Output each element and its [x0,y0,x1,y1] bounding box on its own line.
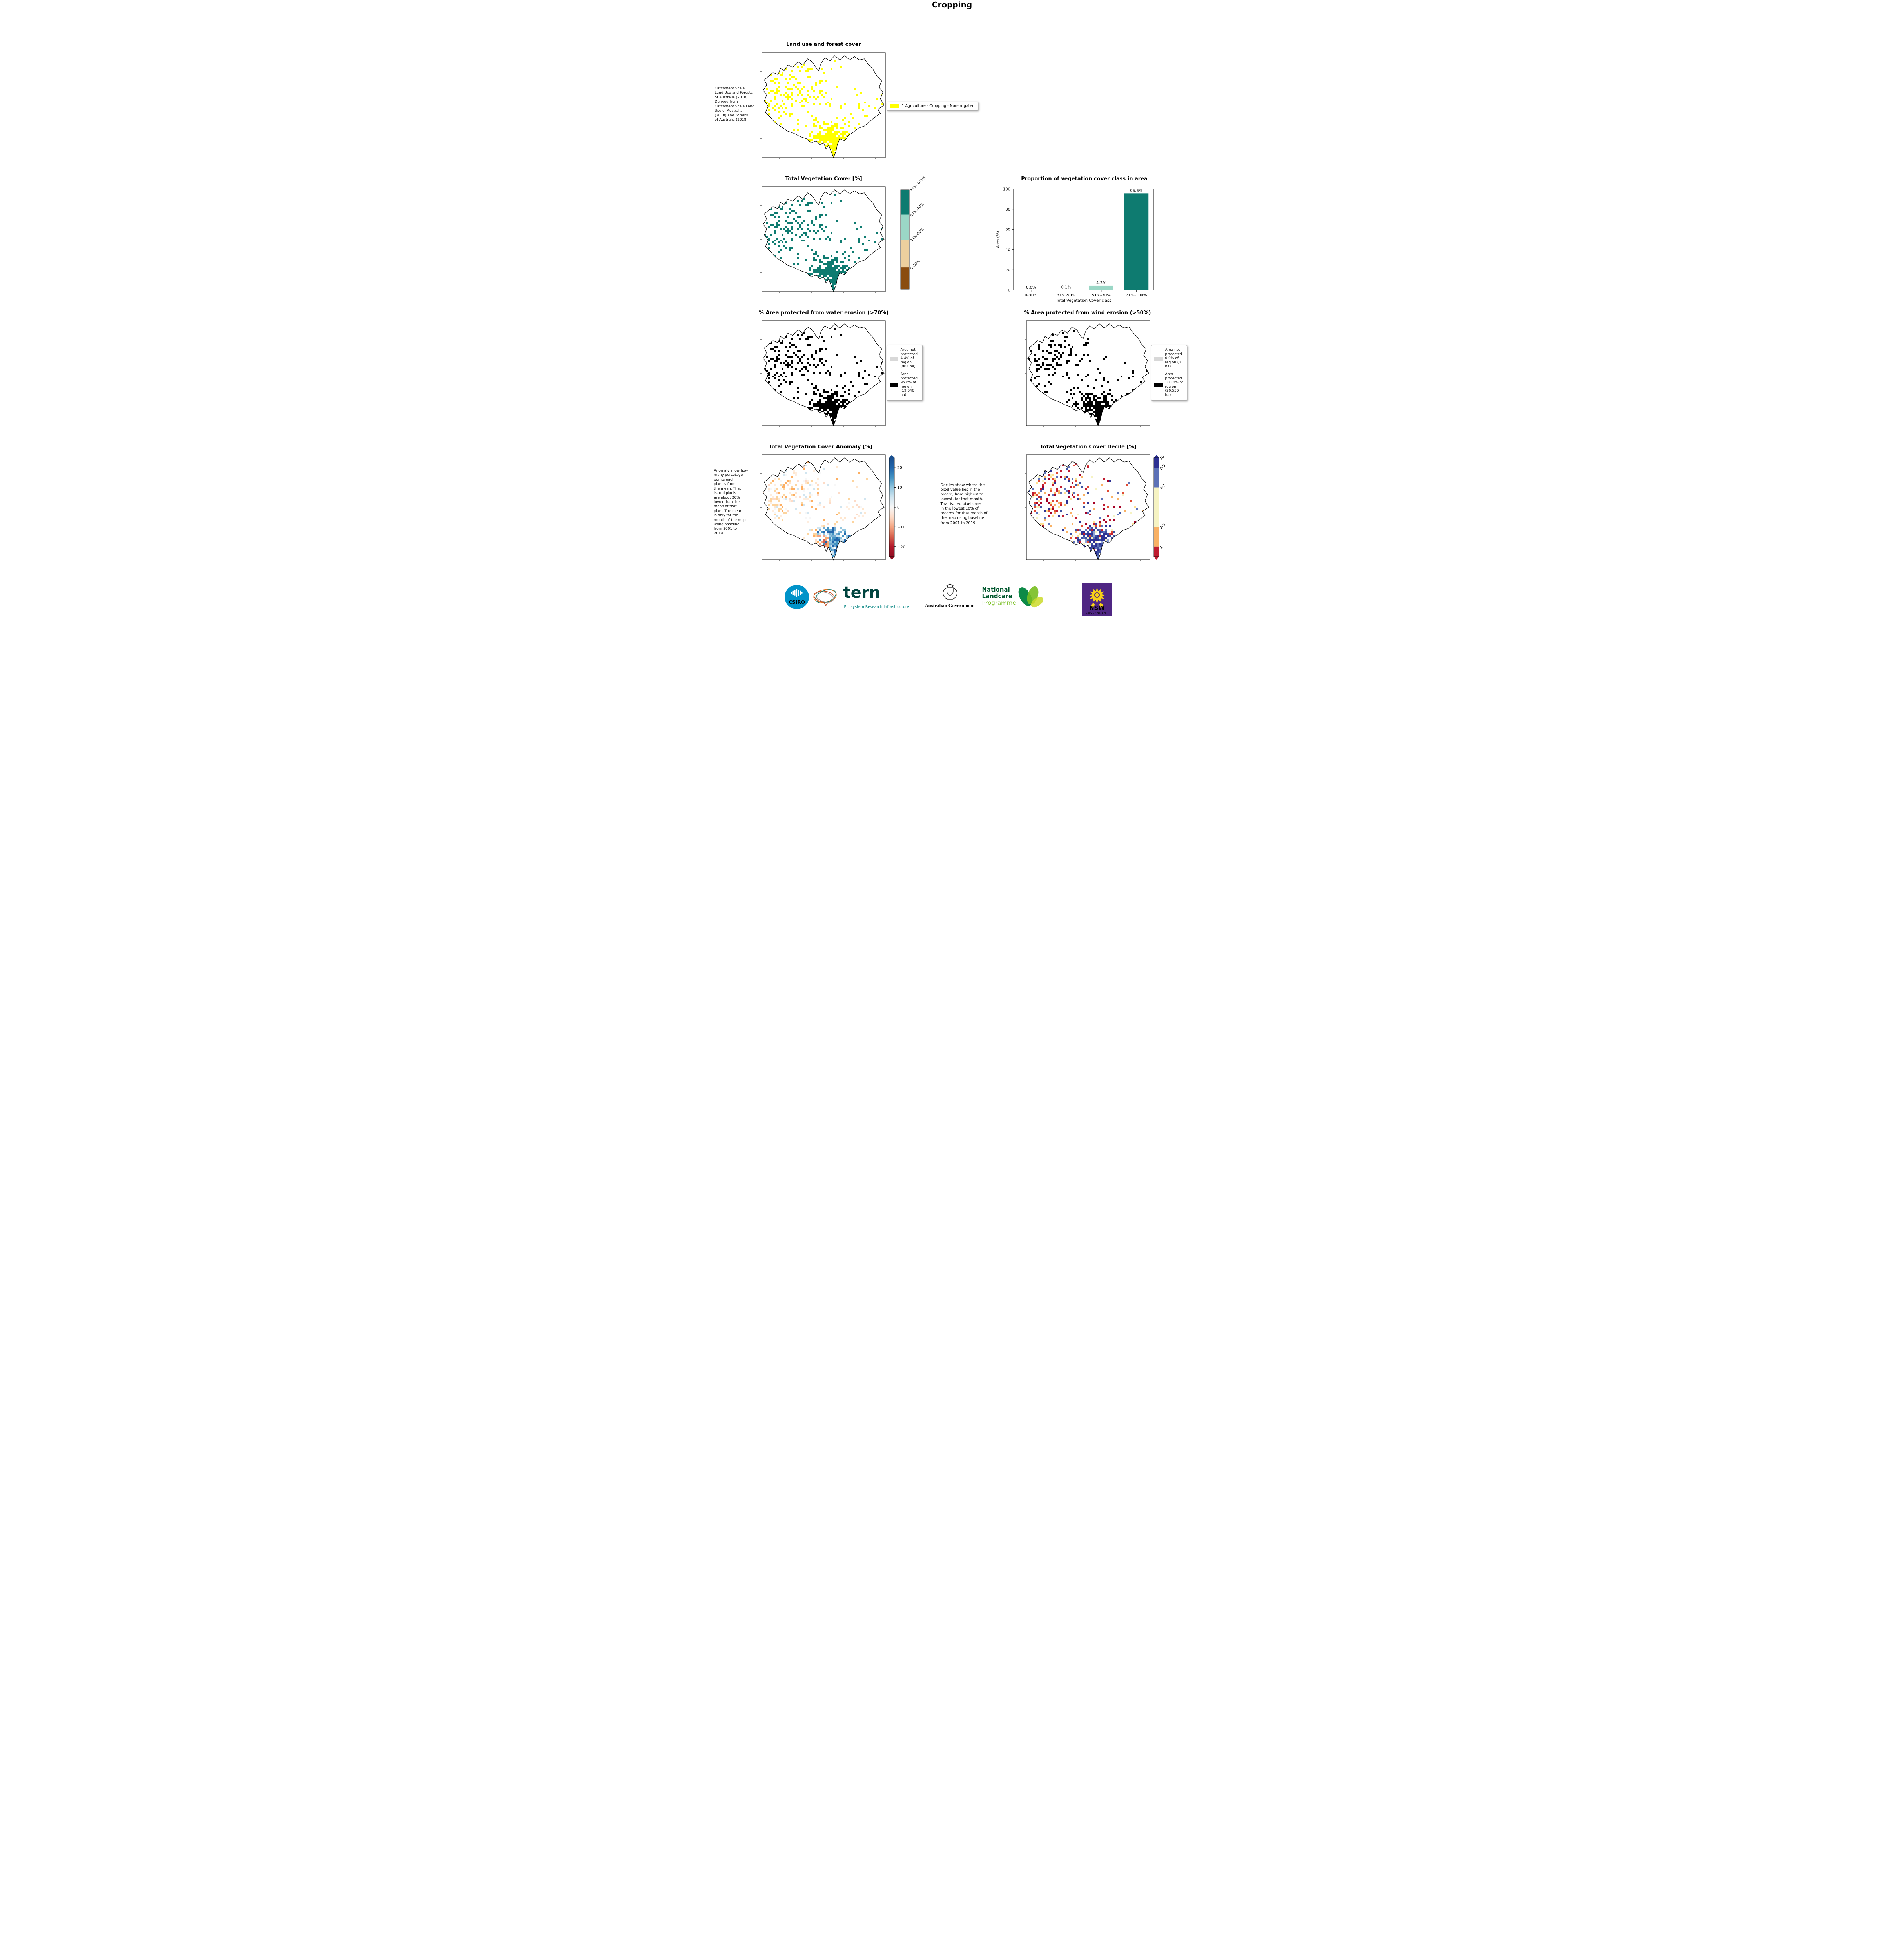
landcare-leaves-icon [1014,584,1046,615]
vegcover-map [760,186,885,293]
decile-map [1025,454,1150,561]
anomaly-panel-title: Total Vegetation Cover Anomaly [%] [769,444,872,450]
svg-text:4-7: 4-7 [1159,483,1166,491]
svg-text:0.0%: 0.0% [1026,285,1036,290]
svg-text:10: 10 [897,486,902,490]
svg-text:2-3: 2-3 [1159,523,1166,530]
protected-swatch [889,383,898,387]
svg-text:71%-100%: 71%-100% [909,176,927,193]
wind-erosion-legend: Area not protected 0.0% of region (0 ha)… [1151,345,1187,401]
protected-label: Area protected 100.0% of region (20,550 … [1165,372,1183,397]
svg-text:Area (%): Area (%) [996,231,1000,248]
svg-text:0-30%: 0-30% [909,259,921,270]
wind-erosion-panel-title: % Area protected from wind erosion (>50%… [1024,310,1151,316]
svg-text:80: 80 [1005,207,1010,212]
svg-text:0.1%: 0.1% [1061,285,1071,290]
landcare-line2: Landcare [982,592,1013,600]
landuse-panel-title: Land use and forest cover [786,42,861,47]
svg-text:100: 100 [1003,187,1010,192]
anomaly-map [760,454,885,561]
report-page: Cropping Land use and forest cover Catch… [714,0,1190,619]
legend-entry: Area protected 100.0% of region (20,550 … [1154,372,1184,397]
svg-text:60: 60 [1005,228,1010,232]
waratah-icon [1088,587,1106,608]
anomaly-description: Anomaly show how many percetage points e… [714,469,748,535]
tern-logo-mark [812,586,839,610]
decile-description: Deciles show where the pixel value lies … [940,483,988,525]
svg-text:31%-50%: 31%-50% [909,227,925,243]
nsw-government-label: GOVERNMENT [1086,612,1108,615]
water-erosion-legend: Area not protected 4.4% of region (904 h… [886,345,923,401]
anomaly-colorbar: 20 10 0 −10 −20 [889,455,905,560]
decile-panel-title: Total Vegetation Cover Decile [%] [1040,444,1137,450]
national-landcare-logo: National Landcare Programme [982,586,1016,606]
svg-text:95.6%: 95.6% [1130,189,1142,193]
csiro-logo: CSIRO [784,585,809,611]
landuse-description: Catchment Scale Land Use and Forests of … [714,87,754,122]
svg-text:−10: −10 [897,525,905,530]
wind-erosion-map [1025,320,1150,427]
proportion-chart-title: Proportion of vegetation cover class in … [1021,176,1148,182]
tern-tagline: Ecosystem Research Infrastructure [844,605,909,609]
svg-text:31%-50%: 31%-50% [1057,293,1075,298]
svg-text:51%-70%: 51%-70% [909,202,925,218]
svg-text:0: 0 [1008,289,1010,293]
vegcover-panel-title: Total Vegetation Cover [%] [785,176,862,182]
nsw-label: NSW [1089,604,1105,612]
cropping-class-swatch [890,104,899,108]
vegcover-colorbar: 71%-100% 51%-70% 31%-50% 0-30% [900,176,927,290]
legend-entry: Area protected 95.6% of region (19,646 h… [889,372,919,397]
legend-entry: Area not protected 0.0% of region (0 ha) [1154,348,1184,369]
svg-text:−20: −20 [897,545,905,549]
not-protected-swatch [1154,356,1163,361]
landcare-line3: Programme [982,599,1016,606]
landcare-line1: National [982,586,1010,593]
landuse-legend-label: 1 Agriculture - Cropping - Non-irrigated [901,104,975,108]
svg-text:4.3%: 4.3% [1096,281,1106,285]
svg-text:1: 1 [1159,545,1164,550]
not-protected-label: Area not protected 0.0% of region (0 ha) [1165,348,1182,369]
landuse-map [760,52,885,159]
not-protected-swatch [889,356,898,361]
water-erosion-map [760,320,885,427]
landuse-legend: 1 Agriculture - Cropping - Non-irrigated [886,102,979,111]
tern-wordmark: tern [843,584,880,602]
not-protected-label: Area not protected 4.4% of region (904 h… [900,348,918,369]
decile-colorbar: 10 8-9 4-7 2-3 1 [1153,455,1166,560]
legend-entry: Area not protected 4.4% of region (904 h… [889,348,919,369]
proportion-bar-chart: 0 20 40 60 80 100 0.0% 0-30% 0.1% 31%-50% 4.3% 51%-… [996,187,1154,303]
nsw-government-logo: NSW GOVERNMENT [1081,583,1112,618]
svg-text:51%-70%: 51%-70% [1092,293,1110,298]
svg-text:10: 10 [1159,455,1165,461]
svg-text:20: 20 [897,466,902,470]
svg-text:20: 20 [1005,268,1010,272]
protected-label: Area protected 95.6% of region (19,646 h… [900,372,918,397]
svg-text:0: 0 [897,506,899,510]
svg-text:71%-100%: 71%-100% [1126,293,1147,298]
protected-swatch [1154,383,1163,387]
svg-text:8-9: 8-9 [1159,464,1166,471]
water-erosion-panel-title: % Area protected from water erosion (>70… [758,310,889,316]
page-title: Cropping [932,0,972,9]
australian-government-label: Australian Government [925,603,975,608]
australian-government-logo: Australian Government [925,583,975,609]
svg-text:40: 40 [1005,248,1010,252]
svg-text:0-30%: 0-30% [1025,293,1037,298]
csiro-label: CSIRO [789,599,805,605]
svg-text:Total Vegetation Cover class: Total Vegetation Cover class [1055,299,1111,303]
coat-of-arms-icon [943,583,957,600]
